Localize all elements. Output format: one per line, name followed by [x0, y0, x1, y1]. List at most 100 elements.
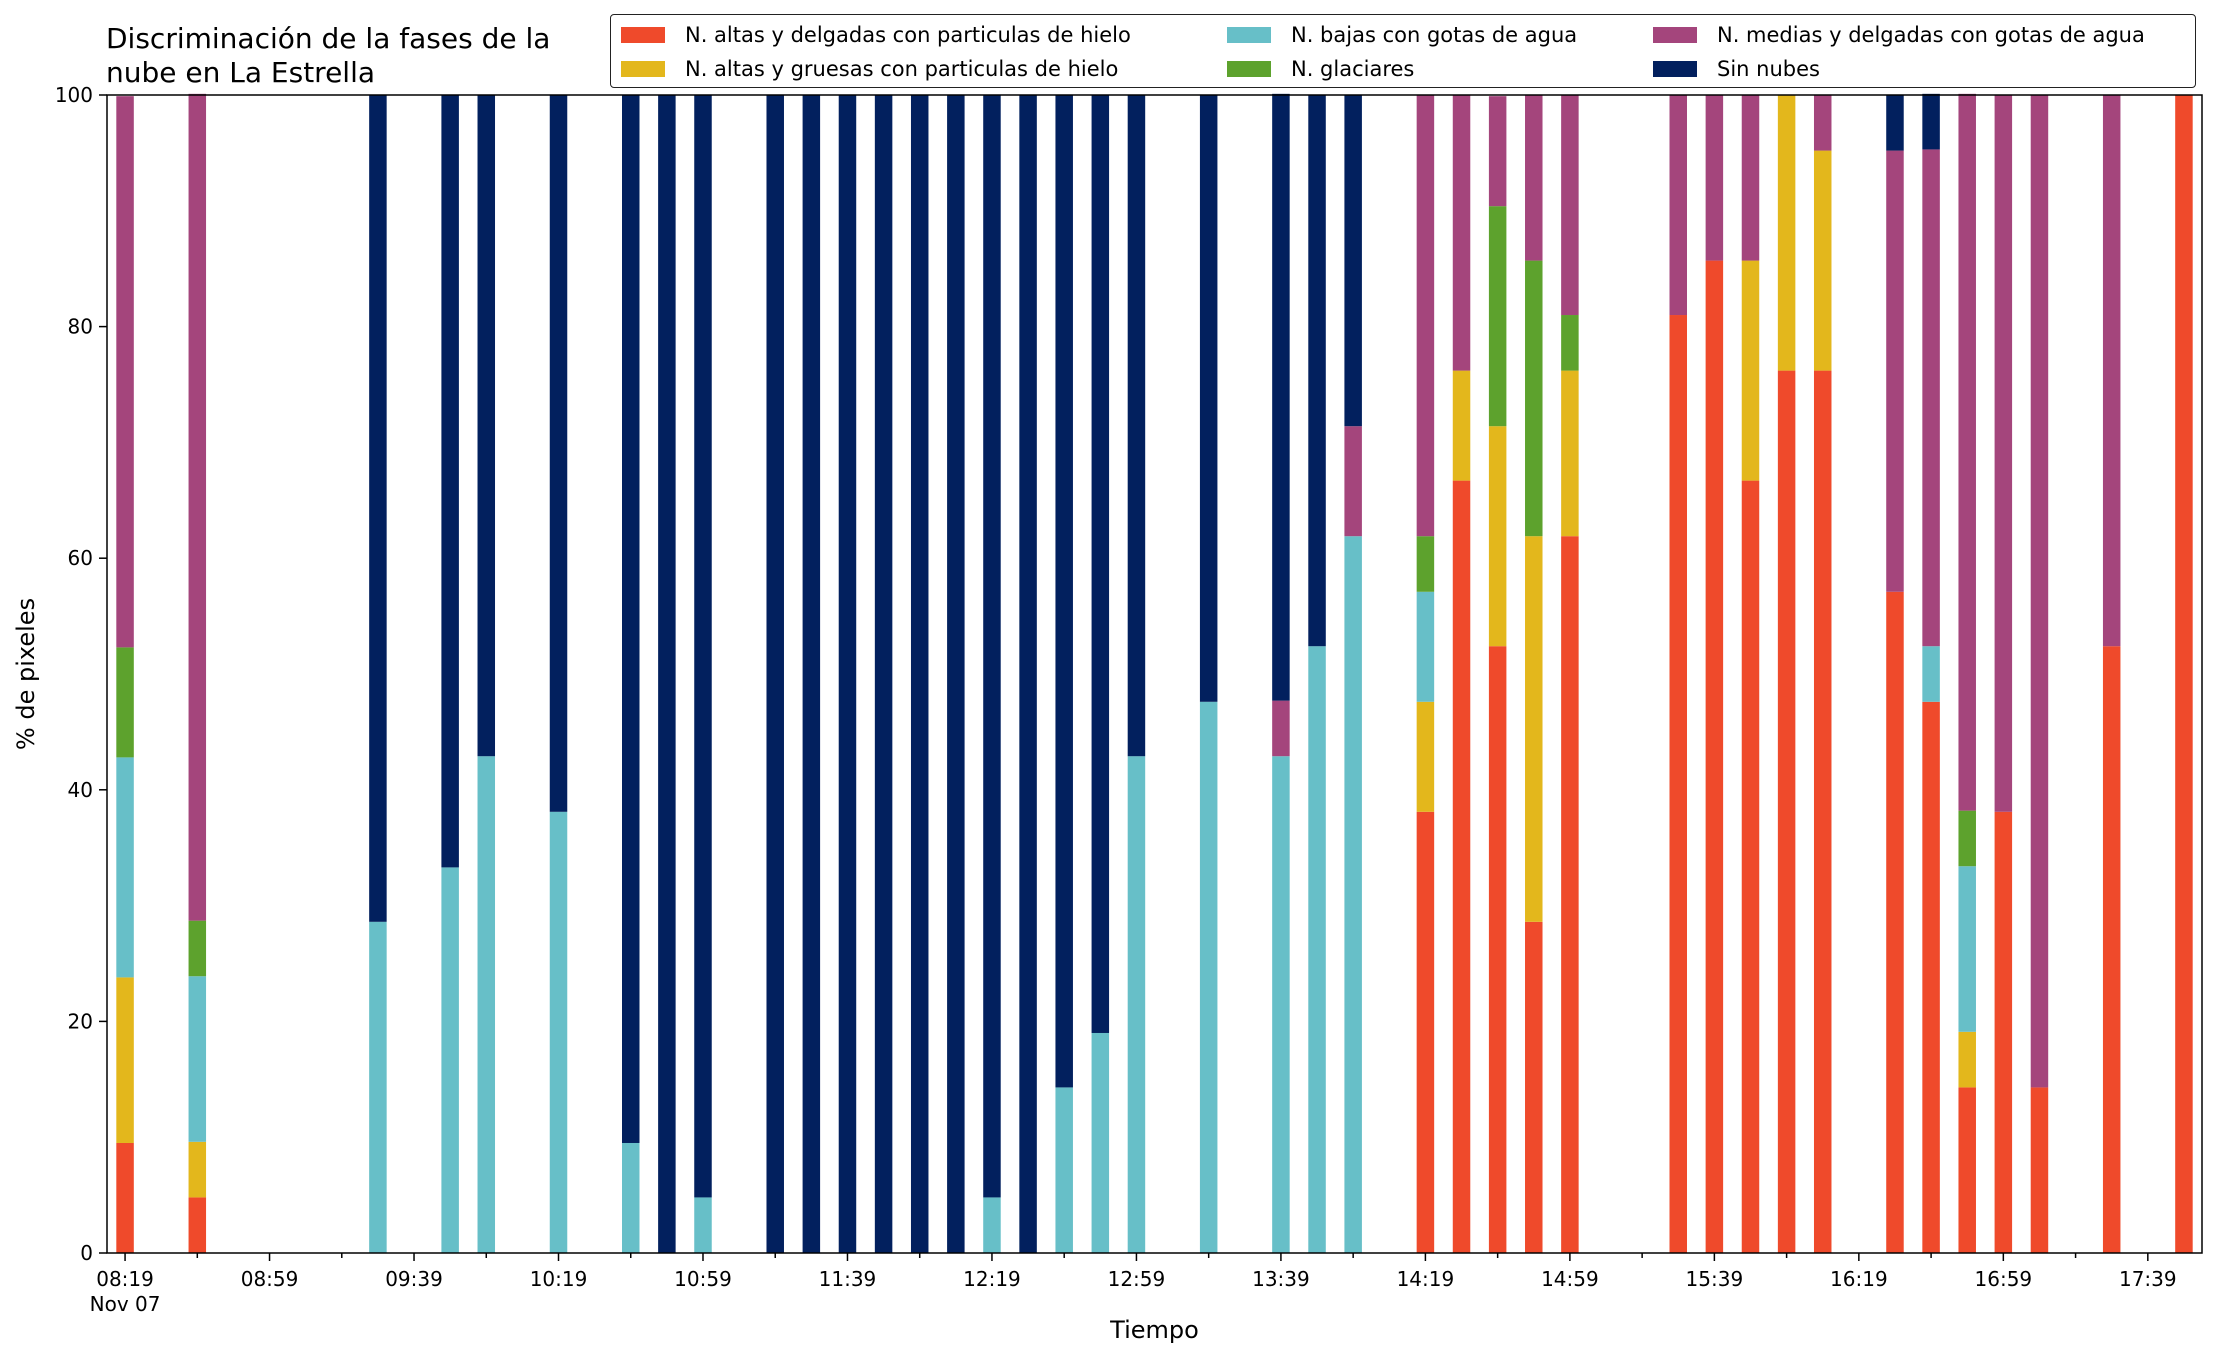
bar-segment [1308, 95, 1326, 647]
x-tick-label: 16:59 [1975, 1267, 2033, 1291]
bar-segment [1705, 95, 1724, 261]
bar-segment [188, 93, 207, 921]
y-tick-label: 40 [68, 778, 93, 802]
bar-segment [2175, 95, 2193, 1253]
bar-segment [1958, 810, 1976, 867]
bar-segment [622, 95, 640, 1143]
bar-segment [116, 96, 134, 648]
x-axis-label: Tiempo [1109, 1316, 1199, 1344]
bar-segment [1127, 95, 1146, 757]
bar-segment [658, 95, 676, 1253]
bar-segment [188, 920, 207, 977]
bar-segment [116, 647, 134, 758]
bar-segment [1561, 370, 1579, 537]
bar-segment [874, 95, 893, 1253]
bar-segment [1019, 95, 1037, 1253]
legend-label: Sin nubes [1717, 57, 1820, 81]
bar-segment [1127, 756, 1146, 1253]
bar-segment [622, 1142, 640, 1253]
bar-segment [1272, 93, 1290, 701]
bar-segment [1344, 426, 1362, 537]
legend-item: N. glaciares [1227, 57, 1414, 81]
bar-segment [1994, 95, 2013, 812]
bar-segment [1525, 260, 1543, 537]
bar-segment [1452, 370, 1471, 481]
bar-segment [1958, 93, 1976, 811]
legend-swatch [1227, 27, 1271, 43]
bar-segment [116, 977, 134, 1143]
legend: N. altas y delgadas con particulas de hi… [610, 14, 2196, 88]
bar-segment [1416, 811, 1435, 1253]
bar-segment [1199, 701, 1218, 1253]
x-tick-label: 09:39 [385, 1267, 443, 1291]
legend-label: N. altas y delgadas con particulas de hi… [685, 23, 1131, 47]
x-tick-label: 11:39 [819, 1267, 877, 1291]
bar-segment [1958, 1087, 1976, 1253]
bar-segment [1741, 480, 1760, 1253]
bar-segment [369, 921, 387, 1253]
bar-segment [188, 976, 207, 1142]
y-tick-label: 20 [68, 1009, 93, 1033]
bar-segment [1741, 95, 1760, 261]
bar-segment [2030, 1087, 2049, 1253]
x-tick-label: 13:39 [1252, 1267, 1310, 1291]
x-tick-label: 10:19 [530, 1267, 588, 1291]
chart-title: Discriminación de la fases de la nube en… [106, 22, 606, 90]
bar-segment [1813, 370, 1832, 1254]
bar-segment [983, 1197, 1001, 1253]
bar-segment [1488, 96, 1507, 207]
bar-segment [1741, 260, 1760, 481]
bar-segment [477, 95, 496, 757]
bar-segment [1525, 95, 1543, 261]
bar-segment [2102, 646, 2121, 1253]
legend-swatch [621, 27, 665, 43]
y-tick-label: 100 [55, 83, 93, 107]
bar-segment [1488, 426, 1507, 647]
x-tick-label: 12:59 [1108, 1267, 1166, 1291]
x-tick-label: 10:59 [674, 1267, 732, 1291]
bar-segment [983, 95, 1001, 1198]
bar-segment [1561, 536, 1579, 1253]
bar-segment [1561, 315, 1579, 371]
bar-segment [369, 95, 387, 922]
x-tick-label: 16:19 [1830, 1267, 1888, 1291]
legend-item: N. altas y gruesas con particulas de hie… [621, 57, 1118, 81]
y-axis-label: % de pixeles [12, 598, 40, 750]
legend-label: N. glaciares [1291, 57, 1415, 81]
bar-segment [1922, 701, 1940, 1253]
bar-segment [1777, 95, 1796, 371]
bar-segment [1344, 536, 1362, 1253]
x-tick-label: 14:19 [1397, 1267, 1455, 1291]
bar-segment [1922, 149, 1940, 647]
bar-segment [549, 95, 568, 812]
bar-segment [2030, 95, 2049, 1088]
bar-segment [766, 95, 784, 1253]
bar-segment [1886, 95, 1904, 151]
bar-segment [1922, 646, 1940, 702]
bar-segment [1669, 95, 1687, 316]
bar-segment [116, 1142, 134, 1253]
bar-segment [1488, 206, 1507, 427]
bar-segment [802, 95, 821, 1253]
bar-segment [1199, 95, 1218, 702]
bar-segment [694, 95, 712, 1198]
y-tick-label: 60 [68, 546, 93, 570]
y-tick-label: 0 [80, 1241, 93, 1265]
bar-segment [549, 811, 568, 1253]
bar-segment [1994, 811, 2013, 1253]
bar-segment [1886, 591, 1904, 1253]
bar-segment [116, 757, 134, 978]
y-axis-ticks: 0 20 40 60 80 100 [55, 83, 107, 1265]
bar-segment [441, 95, 459, 868]
legend-label: N. bajas con gotas de agua [1291, 23, 1578, 47]
legend-swatch [1653, 61, 1697, 77]
bar-segment [1958, 866, 1976, 1032]
bars-layer [116, 93, 2193, 1254]
chart-title-line-1: Discriminación de la fases de la [106, 22, 551, 55]
bar-segment [1416, 591, 1435, 702]
legend-item: N. medias y delgadas con gotas de agua [1653, 23, 2145, 47]
bar-segment [947, 95, 965, 1253]
bar-segment [1272, 700, 1290, 757]
